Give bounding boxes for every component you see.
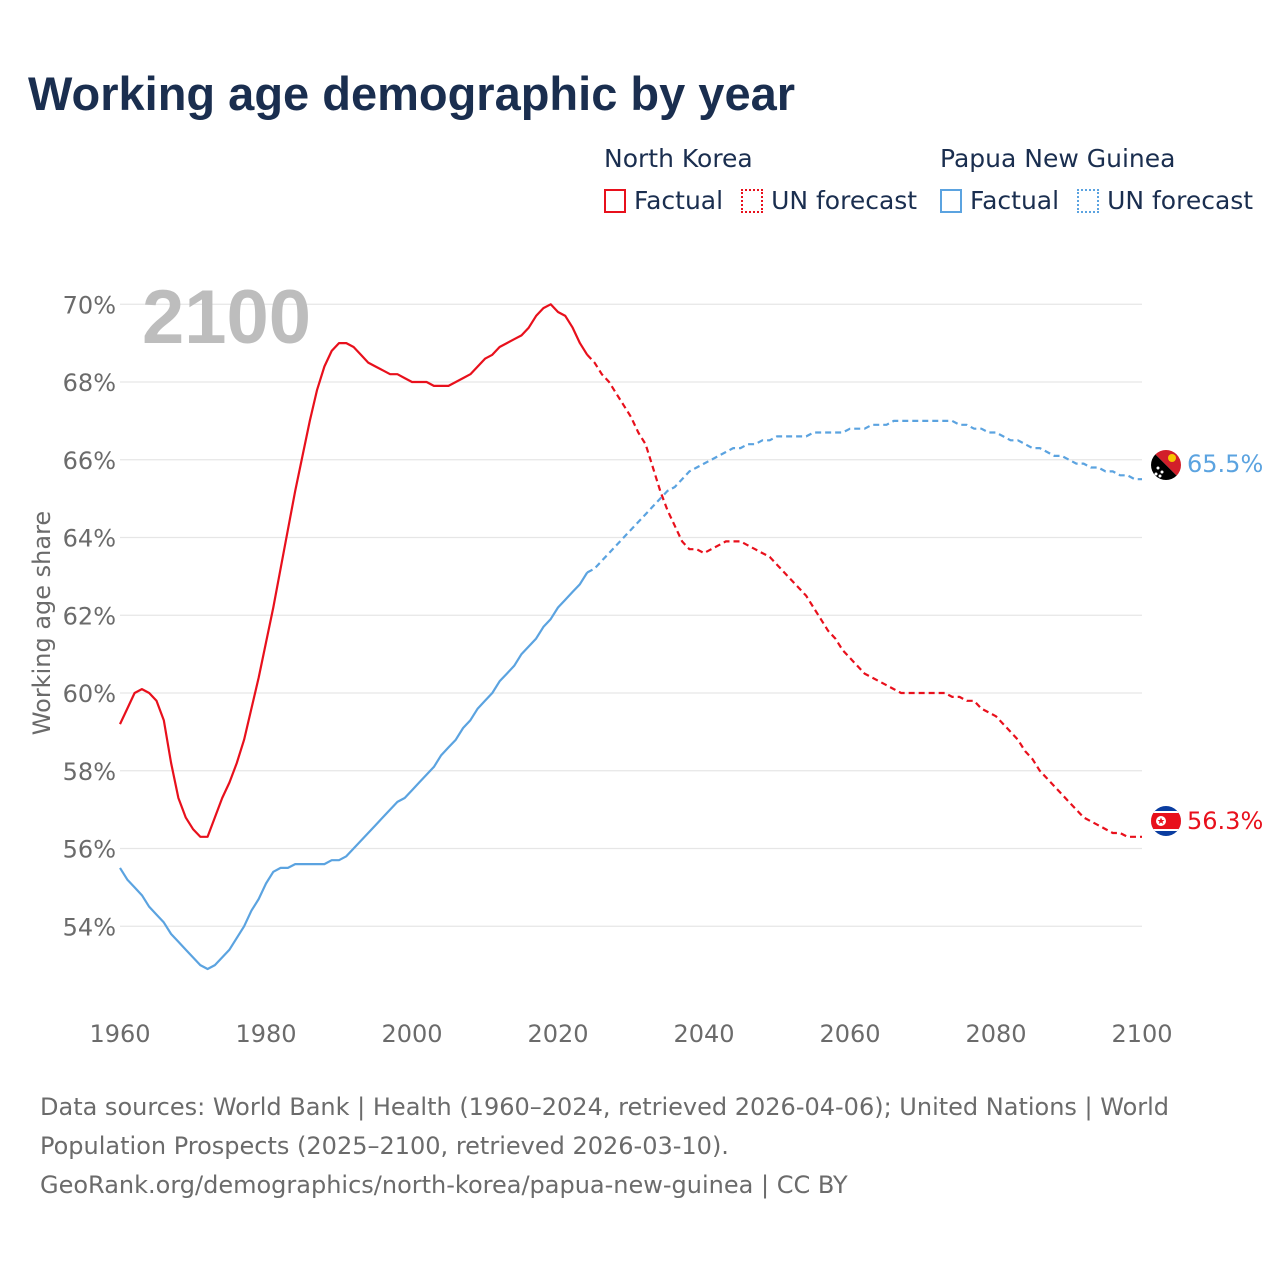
series-line-north-korea-factual [119,303,589,838]
x-tick-label: 2000 [381,1020,442,1048]
x-tick-label: 2040 [673,1020,734,1048]
legend-label: Factual [970,186,1060,215]
swatch-solid-icon [940,188,962,213]
y-tick-label: 56% [63,836,116,864]
y-tick-label: 54% [63,913,116,941]
legend-item-png-factual[interactable]: Factual [940,186,1059,215]
y-tick-label: 70% [63,291,116,319]
year-watermark: 2100 [142,275,311,360]
legend-label: UN forecast [1107,186,1254,215]
legend-label: UN forecast [771,186,918,215]
x-tick-label: 2020 [527,1020,588,1048]
legend-papua-new-guinea: Papua New Guinea Factual UN forecast [940,144,1253,215]
y-tick-label: 64% [63,525,116,553]
end-value-label-north-korea: 56.3% [1187,807,1263,835]
swatch-dotted-icon [1077,188,1100,213]
x-tick-label: 2060 [819,1020,880,1048]
legend-label: Factual [634,186,724,215]
series-line-papua-new-guinea-forecast [586,419,1142,574]
y-tick-label: 66% [63,447,116,475]
legend-item-png-forecast[interactable]: UN forecast [1077,186,1253,215]
y-axis-label: Working age share [28,511,56,735]
legend-title-papua-new-guinea: Papua New Guinea [940,144,1176,173]
footer-line: GeoRank.org/demographics/north-korea/pap… [40,1171,848,1199]
north-korea-flag-icon [1151,806,1181,836]
footer-line: Population Prospects (2025–2100, retriev… [40,1132,729,1160]
y-tick-label: 68% [63,369,116,397]
legend-north-korea: North Korea Factual UN forecast [604,144,917,215]
series-line-north-korea-forecast [586,354,1142,838]
series-line-papua-new-guinea-factual [119,571,589,971]
x-tick-label: 2080 [965,1020,1026,1048]
y-tick-label: 60% [63,680,116,708]
x-axis-ticks: 1960 1980 2000 2020 2040 2060 2080 2100 [89,1020,1172,1048]
footer-sources: Data sources: World Bank | Health (1960–… [40,1088,1240,1205]
y-axis-ticks: 54% 56% 58% 60% 62% 64% 66% 68% 70% [63,291,116,941]
y-tick-label: 62% [63,602,116,630]
chart-title: Working age demographic by year [28,67,796,120]
swatch-dotted-icon [741,188,764,213]
end-value-label-papua-new-guinea: 65.5% [1187,450,1263,478]
legend-title-north-korea: North Korea [604,144,753,173]
papua-new-guinea-flag-icon [1151,450,1181,480]
footer-line: Data sources: World Bank | Health (1960–… [40,1093,1170,1121]
x-tick-label: 1960 [89,1020,150,1048]
x-tick-label: 2100 [1111,1020,1172,1048]
legend-item-nk-factual[interactable]: Factual [604,186,723,215]
swatch-solid-icon [604,188,626,213]
x-tick-label: 1980 [235,1020,296,1048]
series-lines [119,303,1142,971]
y-tick-label: 58% [63,758,116,786]
gridlines [120,303,1142,927]
legend-item-nk-forecast[interactable]: UN forecast [741,186,917,215]
